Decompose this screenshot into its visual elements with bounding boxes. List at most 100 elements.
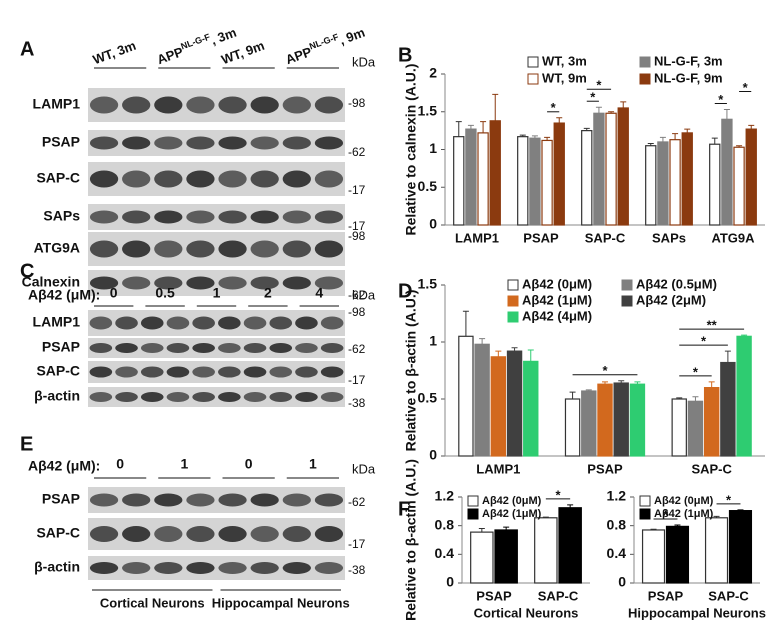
band xyxy=(282,562,311,574)
bar xyxy=(709,143,721,226)
band xyxy=(218,526,247,542)
panel-label: E xyxy=(20,433,33,455)
band xyxy=(192,316,215,330)
band xyxy=(140,392,164,402)
x-tick-label: PSAP xyxy=(587,461,623,476)
bar xyxy=(671,398,687,457)
band xyxy=(122,240,151,258)
band xyxy=(186,136,215,150)
legend-label: NL-G-F, 3m xyxy=(654,53,723,68)
row-label: PSAP xyxy=(42,491,80,507)
error-bar xyxy=(713,515,720,518)
dose-label: Aβ42 (μM): xyxy=(28,458,100,474)
error-bar xyxy=(542,516,549,518)
error-bar xyxy=(531,135,538,139)
bar xyxy=(720,361,736,457)
band xyxy=(154,276,183,290)
band xyxy=(295,392,318,402)
bar xyxy=(745,128,757,226)
band xyxy=(154,210,183,224)
band xyxy=(250,136,279,150)
band xyxy=(140,316,164,330)
band xyxy=(243,366,267,378)
band xyxy=(250,96,279,114)
band xyxy=(314,240,344,258)
band xyxy=(115,366,138,378)
significance-label: * xyxy=(726,492,732,507)
band xyxy=(250,276,279,290)
band xyxy=(186,170,215,188)
y-tick-label: 1 xyxy=(429,333,437,349)
bar xyxy=(645,145,657,226)
x-tick-label: LAMP1 xyxy=(455,230,499,245)
y-tick-label: 1.2 xyxy=(435,488,455,504)
band xyxy=(166,366,190,378)
error-bar xyxy=(723,108,730,120)
legend-swatch xyxy=(639,73,651,85)
legend-swatch xyxy=(467,495,479,507)
bar xyxy=(597,383,613,457)
y-tick-label: 0 xyxy=(429,447,437,463)
error-bar xyxy=(608,111,615,114)
error-bar xyxy=(478,528,485,533)
y-axis-label: Relative to β-actin (A.U.) xyxy=(403,459,419,621)
y-tick-label: 0 xyxy=(446,574,454,590)
error-bar xyxy=(567,504,574,508)
group-label: Cortical Neurons xyxy=(100,595,205,610)
row-label: β-actin xyxy=(34,388,80,404)
band xyxy=(250,170,279,188)
bar xyxy=(506,350,523,457)
size-marker: -38 xyxy=(348,563,366,577)
band xyxy=(282,526,311,542)
panel-label: A xyxy=(20,38,34,60)
error-bar xyxy=(556,117,563,124)
header-text: , 9m xyxy=(337,25,367,48)
dose: 0 xyxy=(116,456,124,472)
dose: 0 xyxy=(110,285,118,301)
error-bar xyxy=(684,128,691,133)
band xyxy=(218,136,247,150)
band xyxy=(218,276,247,290)
x-tick-label: SAP-C xyxy=(538,588,579,603)
band xyxy=(154,562,183,574)
row-label: PSAP xyxy=(42,339,80,355)
unit-label: kDa xyxy=(352,287,376,302)
band xyxy=(89,136,119,150)
bar xyxy=(534,517,558,584)
band xyxy=(186,526,215,542)
dose-label: Aβ42 (μM): xyxy=(28,287,100,303)
band xyxy=(122,526,151,542)
band xyxy=(166,343,190,353)
unit-label: kDa xyxy=(352,461,376,476)
band xyxy=(282,170,311,188)
significance-label: * xyxy=(743,80,749,95)
band xyxy=(166,392,190,402)
significance-label: * xyxy=(663,507,669,522)
y-tick-label: 1.5 xyxy=(418,102,438,118)
band xyxy=(140,343,164,353)
y-tick-label: 0 xyxy=(618,574,626,590)
error-bar xyxy=(620,101,627,108)
error-bar xyxy=(737,509,744,511)
legend-swatch xyxy=(507,279,519,291)
band xyxy=(192,392,215,402)
legend-label: Aβ42 (0.5μM) xyxy=(636,276,717,291)
size-marker: -17 xyxy=(348,373,366,387)
bar xyxy=(564,398,581,457)
error-bar xyxy=(462,310,469,337)
error-bar xyxy=(569,391,576,399)
band xyxy=(89,343,113,353)
band xyxy=(250,562,279,574)
band xyxy=(269,343,293,353)
band xyxy=(154,96,183,114)
size-marker: -17 xyxy=(348,183,366,197)
error-bar xyxy=(676,397,683,399)
x-axis-label: Hippocampal Neurons xyxy=(628,605,766,620)
legend-swatch xyxy=(621,295,633,307)
band xyxy=(243,316,267,330)
band xyxy=(243,343,267,353)
dose: 4 xyxy=(315,285,323,301)
significance-label: * xyxy=(596,78,602,93)
error-bar xyxy=(595,106,602,114)
bar xyxy=(687,400,704,457)
